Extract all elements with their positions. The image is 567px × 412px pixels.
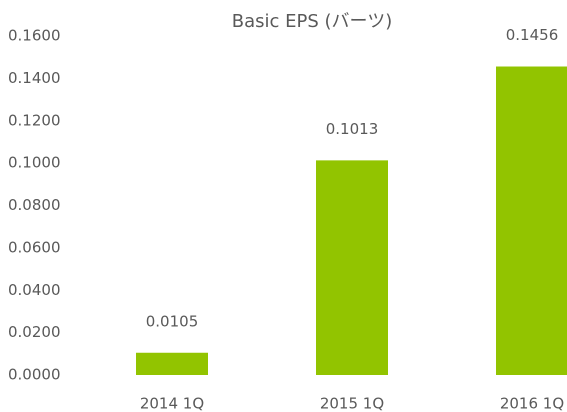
x-tick-label: 2015 1Q (320, 395, 384, 412)
y-tick-label: 0.1600 (8, 27, 61, 45)
bar (316, 160, 388, 375)
x-tick-label: 2016 1Q (500, 395, 564, 412)
bar (136, 352, 208, 375)
y-tick-label: 0.0400 (8, 281, 61, 299)
y-tick-label: 0.1000 (8, 154, 61, 172)
chart-title: Basic EPS (バーツ) (232, 11, 392, 32)
y-tick-label: 0.0000 (8, 366, 61, 384)
value-label: 0.1456 (506, 26, 559, 44)
y-tick-label: 0.0600 (8, 238, 61, 256)
x-tick-label: 2014 1Q (140, 395, 204, 412)
value-label: 0.1013 (326, 120, 379, 138)
bar (496, 66, 567, 375)
y-tick-label: 0.0200 (8, 323, 61, 341)
y-tick-label: 0.1400 (8, 69, 61, 87)
value-label: 0.0105 (146, 312, 199, 330)
y-tick-label: 0.0800 (8, 196, 61, 214)
y-tick-label: 0.1200 (8, 111, 61, 129)
